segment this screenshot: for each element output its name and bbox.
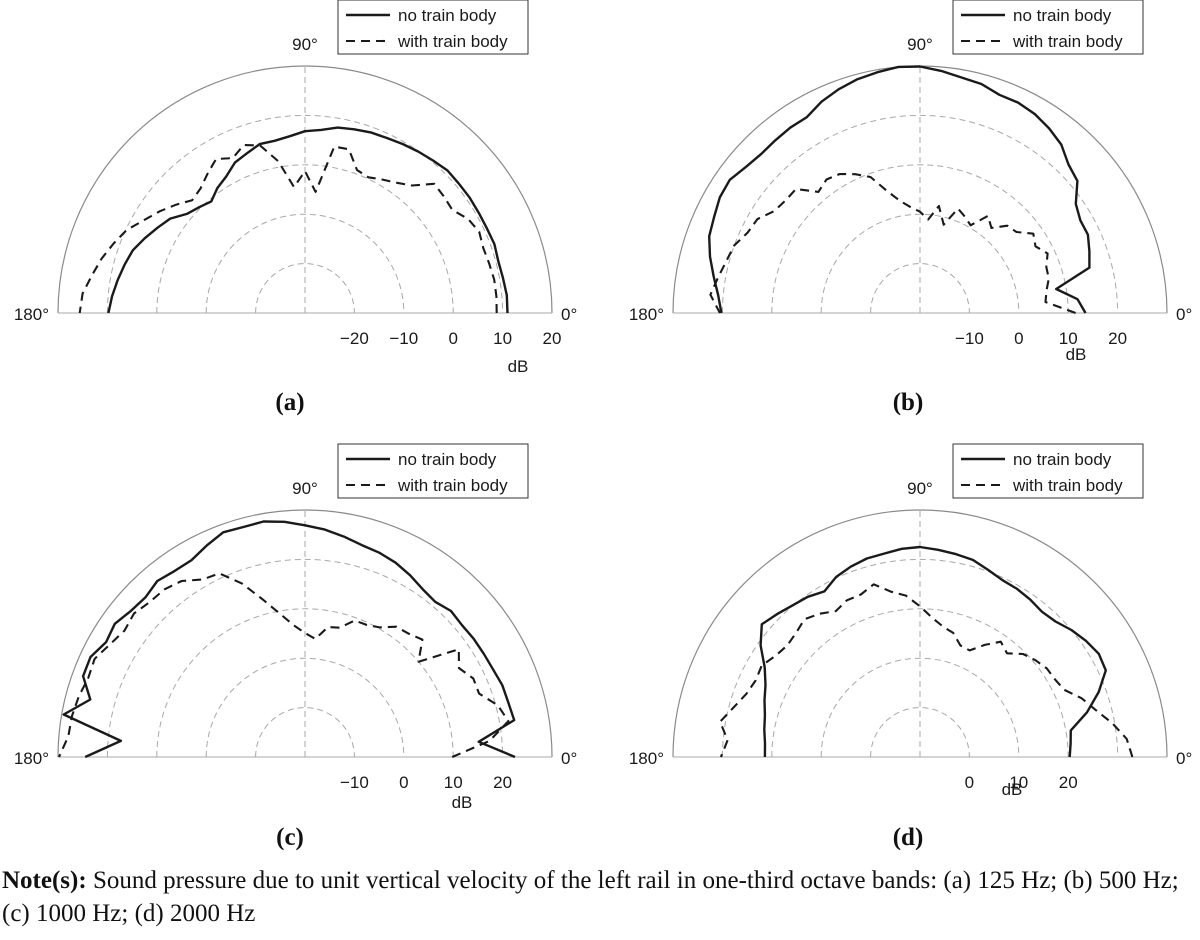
note-text: Sound pressure due to unit vertical velo… (2, 867, 1179, 927)
polar-panel-d: 0 10 20 dB 90° 0° 180° no train body with train … (629, 443, 1192, 851)
r-tick-label: −20 (340, 329, 369, 348)
legend: no train body with train body (337, 443, 529, 499)
grid-ring (721, 558, 1119, 758)
legend-box (952, 0, 1144, 55)
r-tick-label: −10 (955, 329, 984, 348)
angle-label-180: 180° (629, 305, 664, 324)
r-tick-label: 0 (965, 773, 974, 792)
series-with-train-body (709, 172, 1076, 314)
legend: no train body with train body (337, 0, 529, 55)
polar-panel-a: −20 −10 0 10 20 dB 90° 0° 180° no train body with … (14, 0, 577, 416)
panel-label: (d) (893, 824, 924, 851)
unit-label: dB (508, 357, 529, 376)
legend-box (337, 443, 529, 499)
polar-panel-c: −10 0 10 20 dB 90° 0° 180° no train body with tra… (14, 443, 577, 851)
r-tick-label: 10 (1009, 773, 1028, 792)
figure-note: Note(s): Sound pressure due to unit vert… (2, 864, 1192, 930)
grid-ring (771, 164, 1069, 314)
grid-ring (820, 213, 1020, 314)
panel-label: (c) (276, 824, 304, 851)
unit-label: dB (1002, 780, 1023, 799)
r-tick-label: 0 (448, 329, 457, 348)
angle-label-90: 90° (907, 479, 933, 498)
grid-ring (255, 707, 355, 758)
angle-label-0: 0° (561, 305, 577, 324)
r-tick-label: 20 (543, 329, 562, 348)
angle-label-90: 90° (292, 35, 318, 54)
legend-label-no-train-body: no train body (398, 6, 497, 25)
legend-label-no-train-body: no train body (1013, 6, 1112, 25)
angle-label-0: 0° (1176, 305, 1192, 324)
unit-label: dB (1066, 345, 1087, 364)
r-tick-label: 10 (1059, 329, 1078, 348)
legend-label-no-train-body: no train body (1013, 450, 1112, 469)
series-no-train-body (62, 520, 516, 759)
polar-panel-b: −10 0 10 20 dB 90° 0° 180° no train body with tra… (629, 0, 1192, 416)
series-with-train-body (58, 572, 510, 758)
unit-label: dB (452, 793, 473, 812)
legend-box (952, 443, 1144, 499)
r-tick-label: 0 (1014, 329, 1023, 348)
outer-ring (672, 509, 1168, 758)
r-tick-label: 10 (493, 329, 512, 348)
series-no-train-body (107, 126, 509, 314)
r-tick-label: −10 (340, 773, 369, 792)
series-no-train-body (759, 545, 1108, 758)
legend-label-with-train-body: with train body (397, 32, 508, 51)
angle-label-180: 180° (629, 749, 664, 768)
series-with-train-body (78, 143, 498, 314)
angle-label-180: 180° (14, 749, 49, 768)
grid-ring (870, 707, 970, 758)
angle-label-0: 0° (1176, 749, 1192, 768)
series-no-train-body (708, 65, 1091, 314)
grid-ring (205, 213, 405, 314)
grid-ring (156, 164, 454, 314)
panel-label: (b) (893, 389, 924, 416)
outer-ring (57, 65, 553, 314)
grid-ring (106, 114, 504, 314)
grid-ring (771, 608, 1069, 758)
grid-ring (156, 608, 454, 758)
legend-label-with-train-body: with train body (397, 476, 508, 495)
series-with-train-body (719, 583, 1134, 758)
angle-label-90: 90° (292, 479, 318, 498)
r-tick-label: 20 (1108, 329, 1127, 348)
legend-box (337, 0, 529, 55)
grid-ring (255, 263, 355, 314)
legend-label-with-train-body: with train body (1012, 32, 1123, 51)
r-tick-label: 20 (1059, 773, 1078, 792)
legend-label-no-train-body: no train body (398, 450, 497, 469)
angle-label-0: 0° (561, 749, 577, 768)
legend-label-with-train-body: with train body (1012, 476, 1123, 495)
r-tick-label: −10 (389, 329, 418, 348)
note-prefix: Note(s): (2, 867, 87, 894)
figure-svg: −20 −10 0 10 20 dB 90° 0° 180° no train body with … (14, 0, 1192, 851)
grid-ring (870, 263, 970, 314)
grid-ring (106, 558, 504, 758)
panel-label: (a) (275, 389, 304, 416)
legend: no train body with train body (952, 443, 1144, 499)
grid-ring (721, 114, 1119, 314)
r-tick-label: 20 (493, 773, 512, 792)
legend: no train body with train body (952, 0, 1144, 55)
grid-ring (205, 657, 405, 758)
r-tick-label: 0 (399, 773, 408, 792)
grid-ring (820, 657, 1020, 758)
angle-label-90: 90° (907, 35, 933, 54)
outer-ring (57, 509, 553, 758)
r-tick-label: 10 (444, 773, 463, 792)
angle-label-180: 180° (14, 305, 49, 324)
